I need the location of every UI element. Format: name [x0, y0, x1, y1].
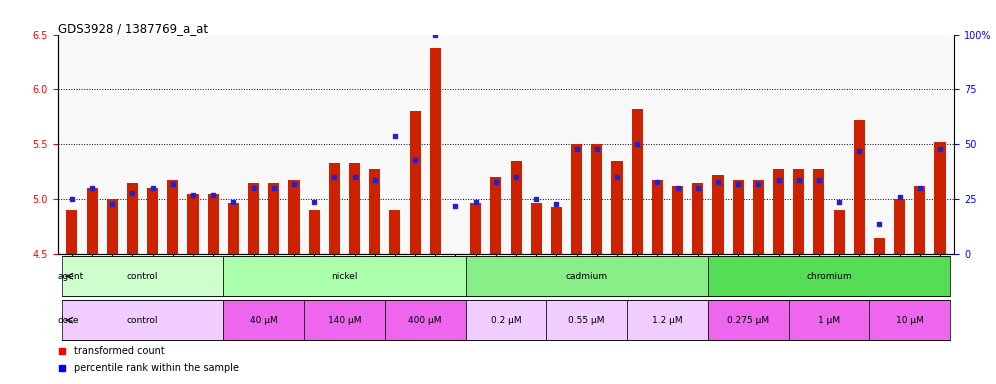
Bar [429, 48, 441, 254]
Text: transformed count: transformed count [74, 346, 164, 356]
Bar [67, 210, 78, 254]
Bar [329, 163, 340, 254]
Bar [167, 180, 178, 254]
Bar [672, 186, 683, 254]
Bar [773, 169, 784, 254]
Bar [627, 300, 708, 340]
Bar [126, 183, 138, 254]
Bar [914, 186, 925, 254]
Bar [147, 189, 158, 254]
Text: 400 μM: 400 μM [408, 316, 442, 325]
Bar [551, 207, 562, 254]
Bar [409, 111, 420, 254]
Text: chromium: chromium [806, 272, 852, 281]
Bar [592, 144, 603, 254]
Bar [389, 210, 400, 254]
Bar [753, 180, 764, 254]
Bar [511, 161, 522, 254]
Bar [712, 175, 723, 254]
Bar [62, 300, 223, 340]
Text: dose: dose [58, 316, 80, 325]
Bar [370, 169, 380, 254]
Bar [223, 257, 465, 296]
Bar [612, 161, 622, 254]
Text: 40 μM: 40 μM [250, 316, 278, 325]
Bar [873, 238, 885, 254]
Text: 0.55 μM: 0.55 μM [569, 316, 605, 325]
Bar [651, 180, 663, 254]
Bar [107, 199, 118, 254]
Text: nickel: nickel [332, 272, 358, 281]
Text: 0.2 μM: 0.2 μM [491, 316, 521, 325]
Bar [692, 183, 703, 254]
Bar [531, 203, 542, 254]
Text: 1.2 μM: 1.2 μM [652, 316, 683, 325]
Text: agent: agent [58, 272, 85, 281]
Bar [465, 257, 708, 296]
Bar [87, 189, 98, 254]
Bar [793, 169, 804, 254]
Bar [309, 210, 320, 254]
Bar [571, 144, 583, 254]
Bar [733, 180, 744, 254]
Bar [228, 203, 239, 254]
Bar [814, 169, 825, 254]
Text: 1 μM: 1 μM [818, 316, 840, 325]
Text: cadmium: cadmium [566, 272, 608, 281]
Bar [708, 300, 789, 340]
Bar [450, 254, 461, 293]
Bar [465, 300, 547, 340]
Text: percentile rank within the sample: percentile rank within the sample [74, 363, 239, 373]
Bar [490, 177, 501, 254]
Bar [870, 300, 950, 340]
Text: 140 μM: 140 μM [328, 316, 362, 325]
Bar [547, 300, 627, 340]
Bar [854, 120, 865, 254]
Bar [289, 180, 300, 254]
Bar [834, 210, 845, 254]
Text: control: control [126, 316, 158, 325]
Bar [934, 142, 945, 254]
Bar [708, 257, 950, 296]
Bar [208, 194, 219, 254]
Bar [384, 300, 465, 340]
Text: control: control [126, 272, 158, 281]
Bar [470, 203, 481, 254]
Bar [248, 183, 259, 254]
Bar [268, 183, 279, 254]
Bar [223, 300, 304, 340]
Text: 0.275 μM: 0.275 μM [727, 316, 769, 325]
Bar [349, 163, 361, 254]
Text: GDS3928 / 1387769_a_at: GDS3928 / 1387769_a_at [58, 22, 208, 35]
Bar [789, 300, 870, 340]
Bar [894, 199, 905, 254]
Bar [187, 194, 198, 254]
Bar [62, 257, 223, 296]
Bar [304, 300, 384, 340]
Bar [631, 109, 642, 254]
Text: 10 μM: 10 μM [895, 316, 923, 325]
